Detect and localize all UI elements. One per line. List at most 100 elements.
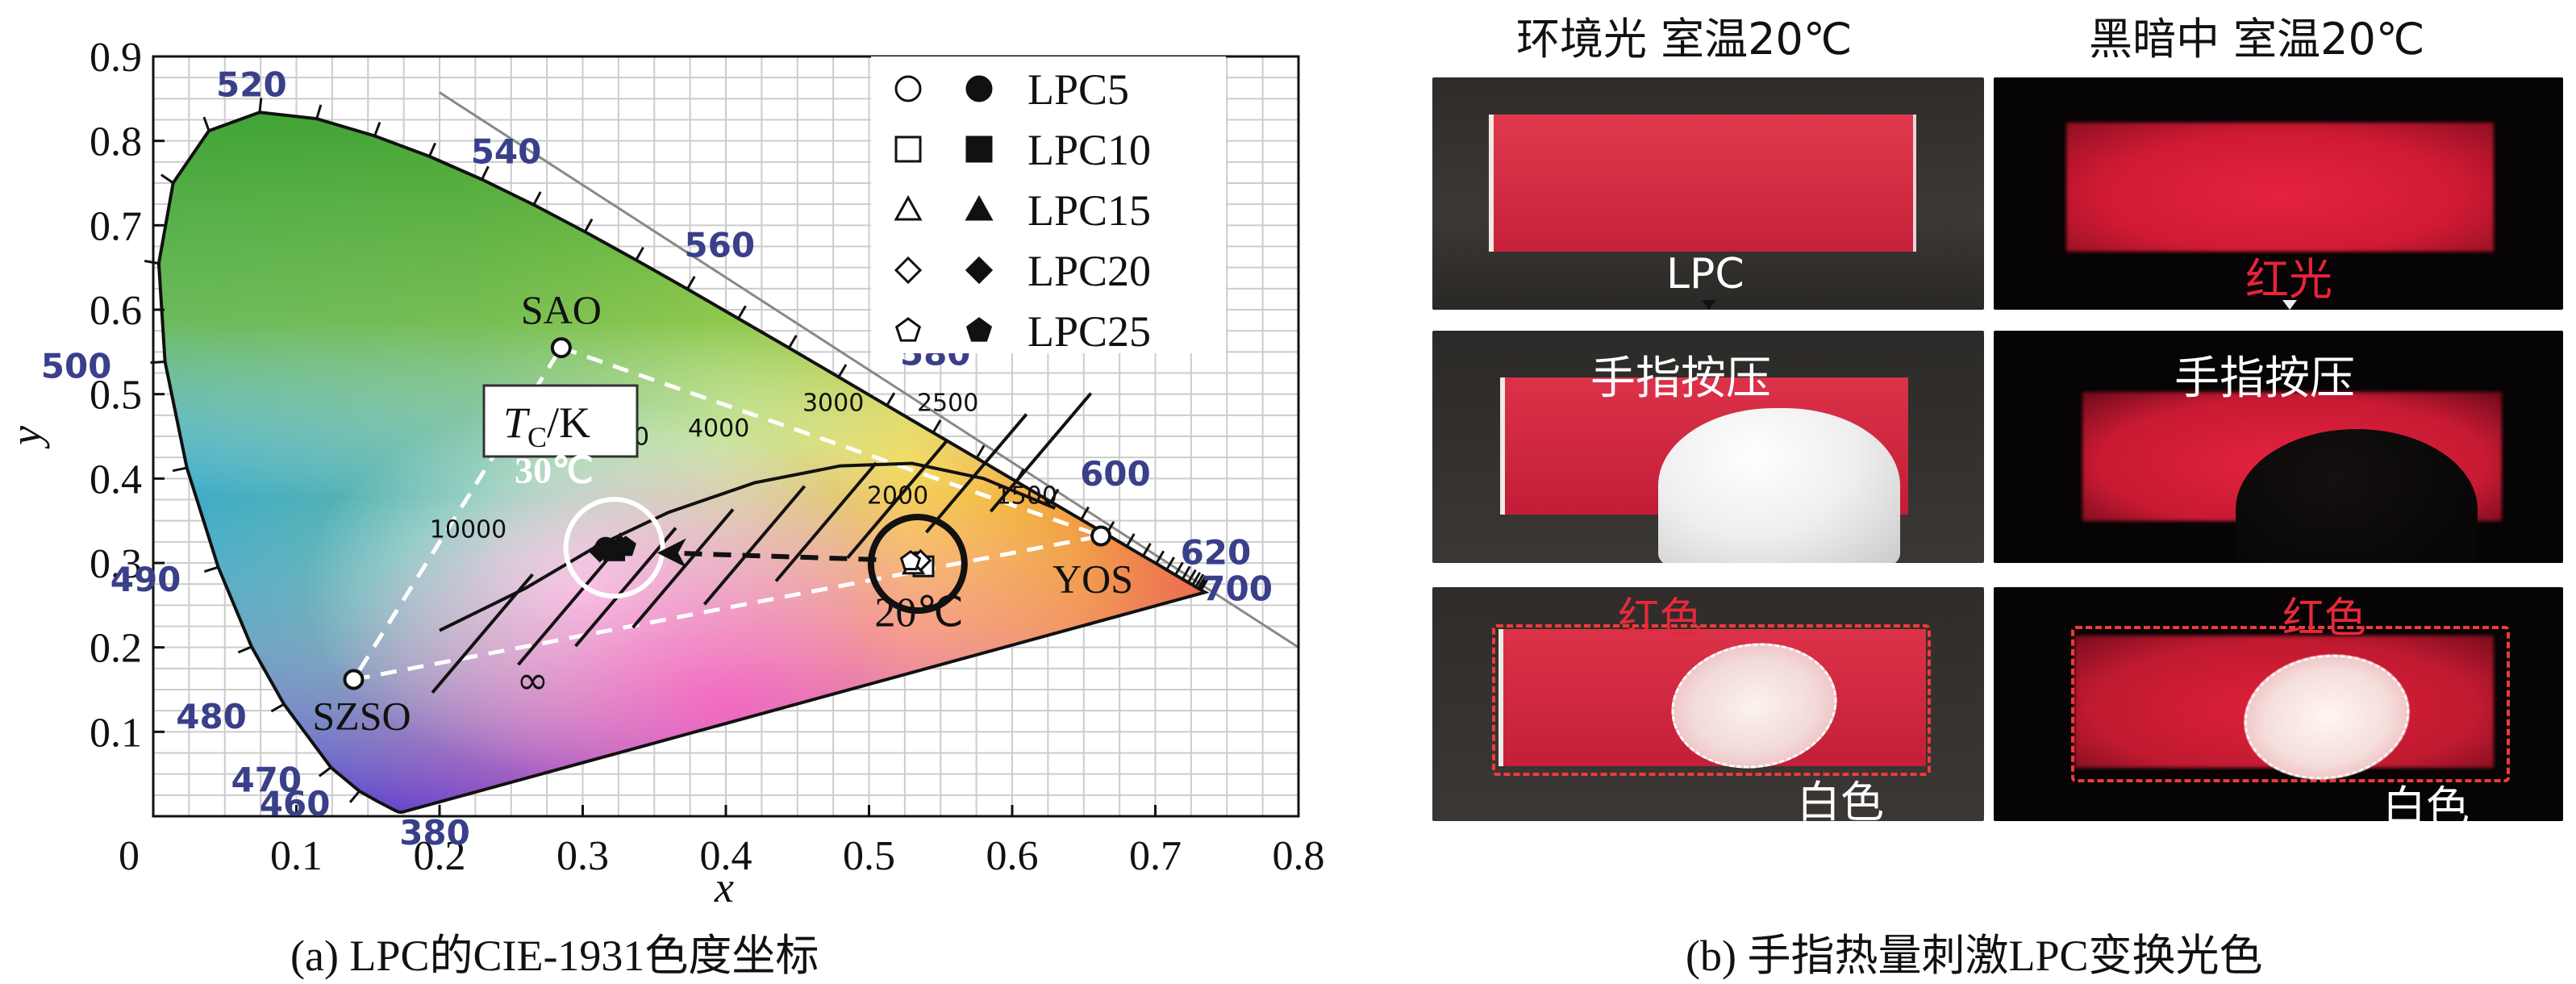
cct-title: TC/K — [503, 398, 590, 453]
cct-label: 4000 — [688, 415, 749, 443]
legend-label: LPC5 — [1027, 65, 1129, 114]
x-tick-label: 0.4 — [700, 833, 752, 879]
x-axis-label: x — [714, 863, 734, 911]
arrow-down-icon — [2282, 300, 2297, 310]
y-tick-label: 0.7 — [90, 203, 142, 249]
label-lpc: LPC — [1666, 250, 1744, 298]
wavelength-label: 620 — [1181, 532, 1252, 572]
fabric-sample — [1489, 115, 1916, 252]
locus-tick — [532, 191, 542, 206]
x-tick-label: 0.2 — [414, 833, 466, 879]
isotherm-line — [846, 438, 949, 560]
legend-label: LPC20 — [1027, 247, 1151, 295]
x-tick-label: 0.5 — [843, 833, 895, 879]
locus-tick — [1194, 573, 1205, 588]
dashed-outline-red — [1492, 624, 1931, 776]
locus-tick — [1198, 576, 1209, 590]
data-point-lpc20 — [588, 540, 611, 563]
locus-tick — [635, 246, 644, 261]
phosphor-point — [1090, 525, 1112, 547]
caption-b: (b) 手指热量刺激LPC变换光色 — [1686, 932, 2263, 980]
dashed-outline-red — [2071, 626, 2510, 782]
cluster-circle-30c — [563, 497, 665, 599]
locus-tick — [1080, 506, 1090, 520]
cct-label: 10000 — [430, 516, 506, 544]
x-tick-label: 0 — [119, 833, 140, 879]
legend-label: LPC10 — [1027, 126, 1151, 174]
wavelength-label: 480 — [176, 697, 247, 736]
glowing-fabric — [2066, 123, 2494, 252]
isotherm-line — [517, 545, 620, 666]
locus-tick — [737, 305, 747, 319]
label-white: 白色 — [1797, 777, 1884, 821]
locus-tick — [1197, 575, 1207, 590]
locus-tick — [144, 260, 160, 265]
locus-tick — [932, 419, 942, 434]
legend-marker-filled — [965, 256, 994, 285]
header-dark: 黑暗中 室温20℃ — [2089, 14, 2425, 65]
isotherm-line — [631, 508, 735, 629]
legend-marker-filled — [965, 136, 993, 163]
photo-after-ambient: 红色 白色 — [1432, 587, 1984, 821]
locus-tick — [481, 165, 490, 181]
isotherm-line — [989, 392, 1093, 513]
locus-tick — [1181, 565, 1191, 580]
locus-tick — [1200, 577, 1210, 591]
cie-chart: 0 0.1 0.2 0.3 0.4 0.5 0.6 0.7 0.8 0.1 0.2 0.3 0.4 0.5… — [2, 35, 1325, 911]
label-red: 红色 — [2282, 594, 2367, 643]
cluster-circle-20c — [867, 514, 968, 615]
label-red-light: 红光 — [2245, 254, 2332, 305]
x-tick-label: 0.3 — [556, 833, 609, 879]
wavelength-label: 500 — [41, 346, 112, 386]
cct-label: 1500 — [996, 482, 1057, 511]
label-finger-press: 手指按压 — [1590, 352, 1771, 405]
y-tick-label: 0.4 — [90, 457, 142, 502]
header-ambient: 环境光 室温20℃ — [1516, 14, 1853, 65]
legend-marker-filled — [965, 317, 993, 342]
phosphor-label: YOS — [1052, 557, 1133, 602]
cct-label: 2000 — [867, 482, 928, 511]
y-tick-label: 0.2 — [90, 626, 142, 672]
wavelength-label: 600 — [1080, 454, 1151, 494]
locus-tick — [1191, 571, 1202, 586]
legend-marker-open — [894, 194, 923, 221]
chart-overlay: 520540560580600620700500490480470460380S… — [41, 65, 1273, 852]
locus-tick — [428, 142, 437, 157]
legend: LPC5 LPC10 LPC15 LPC20 LPC25 — [871, 56, 1226, 356]
x-tick-label: 0.6 — [986, 833, 1039, 879]
y-axis-label: y — [2, 426, 50, 449]
wavelength-label: 560 — [684, 225, 755, 265]
cct-label: 2500 — [917, 390, 978, 418]
locus-tick — [270, 703, 285, 713]
wavelength-label: 460 — [260, 784, 331, 823]
legend-marker-open — [894, 75, 922, 102]
y-tick-label: 0.1 — [90, 710, 142, 756]
locus-tick — [172, 466, 188, 473]
locus-tick — [1125, 533, 1136, 548]
legend-marker-filled — [965, 194, 994, 221]
phosphor-label: SZSO — [312, 693, 411, 738]
cct-label: ∞ — [516, 658, 548, 703]
planckian-locus — [439, 461, 1057, 632]
annotation-30c: 30℃ — [515, 450, 594, 491]
locus-tick — [886, 392, 896, 407]
legend-marker-open — [894, 256, 923, 285]
reference-line — [439, 91, 1299, 648]
wavelength-label: 540 — [471, 131, 542, 171]
locus-tick — [584, 218, 594, 233]
isotherm-line — [431, 573, 534, 694]
photo-press-ambient: 手指按压 — [1432, 331, 1984, 563]
finger-glove — [1658, 408, 1900, 563]
locus-tick — [1187, 569, 1197, 583]
isotherm-line — [574, 527, 677, 648]
phosphor-gamut-triangle — [349, 345, 1109, 682]
locus-tick — [1049, 488, 1060, 502]
arrow-down-icon — [1702, 300, 1716, 310]
locus-tick — [237, 645, 252, 654]
isotherm-line — [924, 413, 1028, 534]
y-tick-label: 0.5 — [90, 373, 142, 419]
photo-panel: 环境光 室温20℃ 黑暗中 室温20℃ LPC 红光 手指按压 手指按压 红色 … — [1419, 0, 2576, 984]
label-white: 白色 — [2382, 782, 2470, 821]
legend-marker-open — [894, 317, 922, 342]
cct-title-box — [482, 384, 639, 458]
